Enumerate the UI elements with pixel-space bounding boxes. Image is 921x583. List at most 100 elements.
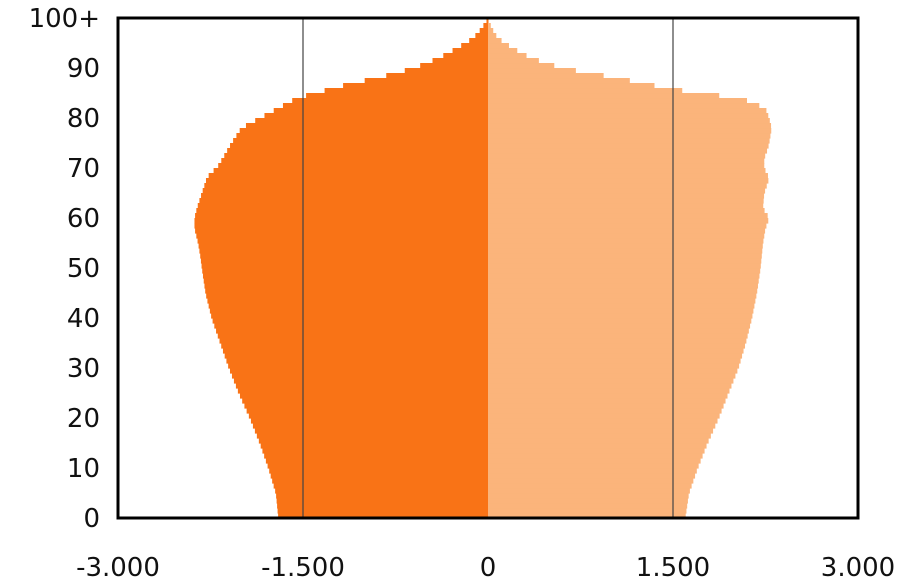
bar-left-age-62 [197, 203, 488, 209]
bar-left-age-96 [475, 33, 488, 39]
bar-right-age-9 [488, 468, 697, 474]
bar-right-age-82 [488, 103, 760, 109]
bar-right-age-71 [488, 158, 765, 164]
bar-left-age-78 [245, 123, 488, 129]
bar-right-age-38 [488, 323, 751, 329]
bar-left-age-33 [222, 348, 488, 354]
bar-left-age-46 [204, 283, 488, 289]
bar-right-age-18 [488, 423, 716, 429]
bar-left-age-2 [277, 503, 488, 509]
bar-left-age-82 [282, 103, 488, 109]
bar-left-age-9 [269, 468, 488, 474]
bar-right-age-89 [488, 68, 576, 74]
bar-left-age-27 [233, 378, 488, 384]
y-tick-label: 30 [67, 354, 100, 384]
bar-left-age-66 [204, 183, 488, 189]
bar-left-age-31 [226, 358, 488, 364]
bar-left-age-86 [343, 83, 488, 89]
bar-left-age-68 [208, 173, 488, 179]
x-tick-label: -3.000 [76, 553, 160, 583]
bar-left-age-47 [203, 278, 488, 284]
y-tick-label: 0 [83, 504, 100, 534]
bar-left-age-79 [255, 118, 488, 124]
bar-left-age-45 [205, 288, 488, 294]
bar-right-age-13 [488, 448, 705, 454]
bar-left-age-55 [197, 238, 489, 244]
bar-right-age-2 [488, 503, 688, 509]
bar-right-age-48 [488, 273, 760, 279]
bar-right-age-77 [488, 128, 772, 134]
bar-left-age-26 [235, 383, 488, 389]
bar-left-age-76 [236, 133, 488, 139]
plot-frame [116, 16, 860, 520]
bar-left-age-74 [230, 143, 488, 149]
bar-right-age-10 [488, 463, 699, 469]
bar-left-age-8 [270, 473, 488, 479]
bar-left-age-99 [486, 18, 488, 24]
series-right [488, 18, 772, 519]
bar-left-age-4 [276, 493, 488, 499]
bar-left-age-65 [202, 188, 488, 194]
bar-right-age-8 [488, 473, 696, 479]
bar-right-age-51 [488, 258, 762, 264]
bar-right-age-27 [488, 378, 734, 384]
bar-right-age-97 [488, 28, 494, 34]
bar-left-age-13 [262, 448, 488, 454]
bar-left-age-73 [227, 148, 488, 154]
bar-right-age-42 [488, 303, 755, 309]
y-tick-label: 80 [67, 104, 100, 134]
bar-right-age-44 [488, 293, 757, 299]
bar-right-age-74 [488, 143, 769, 149]
x-tick-label: 1.500 [636, 553, 710, 583]
bar-left-age-36 [217, 333, 488, 339]
bar-right-age-92 [488, 53, 527, 59]
bar-right-age-4 [488, 493, 689, 499]
bar-left-age-60 [195, 213, 488, 219]
y-axis-tick-labels: 0 10 20 30 40 50 60 70 80 90 100+ [29, 4, 100, 534]
bar-left-age-0 [278, 513, 488, 519]
bar-right-age-66 [488, 183, 767, 189]
bar-left-age-61 [196, 208, 488, 214]
gridlines [302, 18, 674, 518]
bar-left-age-52 [200, 253, 488, 259]
bar-right-age-41 [488, 308, 754, 314]
bar-left-age-7 [272, 478, 488, 484]
bar-right-age-84 [488, 93, 720, 99]
y-tick-label: 60 [67, 204, 100, 234]
bar-right-age-55 [488, 238, 764, 244]
bar-left-age-87 [364, 78, 488, 84]
bar-right-age-1 [488, 508, 687, 514]
bar-right-age-54 [488, 243, 763, 249]
bar-left-age-30 [228, 363, 488, 369]
bar-left-age-43 [207, 298, 489, 304]
bar-left-age-18 [252, 423, 488, 429]
bar-left-age-56 [196, 233, 488, 239]
bar-left-age-90 [420, 63, 488, 69]
bar-left-age-28 [231, 373, 488, 379]
bar-right-age-95 [488, 38, 502, 44]
bar-left-age-85 [324, 88, 488, 94]
bar-left-age-10 [267, 463, 488, 469]
bar-left-age-12 [264, 453, 488, 459]
bar-right-age-63 [488, 198, 764, 204]
bar-right-age-5 [488, 488, 690, 494]
bar-right-age-85 [488, 88, 683, 94]
bar-left-age-14 [260, 443, 488, 449]
bar-left-age-49 [202, 268, 489, 274]
bar-right-age-43 [488, 298, 756, 304]
bar-right-age-39 [488, 318, 752, 324]
bar-left-age-89 [404, 68, 488, 74]
bar-right-age-88 [488, 73, 604, 79]
bar-right-age-40 [488, 313, 753, 319]
bar-left-age-97 [479, 28, 488, 34]
bar-left-age-25 [237, 388, 488, 394]
bar-right-age-47 [488, 278, 759, 284]
bar-right-age-96 [488, 33, 497, 39]
x-tick-label: -1.500 [261, 553, 345, 583]
bar-right-age-37 [488, 328, 749, 334]
x-tick-label: 3.000 [821, 553, 895, 583]
bar-right-age-16 [488, 433, 711, 439]
bar-left-age-1 [277, 508, 488, 514]
bar-right-age-79 [488, 118, 770, 124]
bar-left-age-16 [256, 433, 488, 439]
